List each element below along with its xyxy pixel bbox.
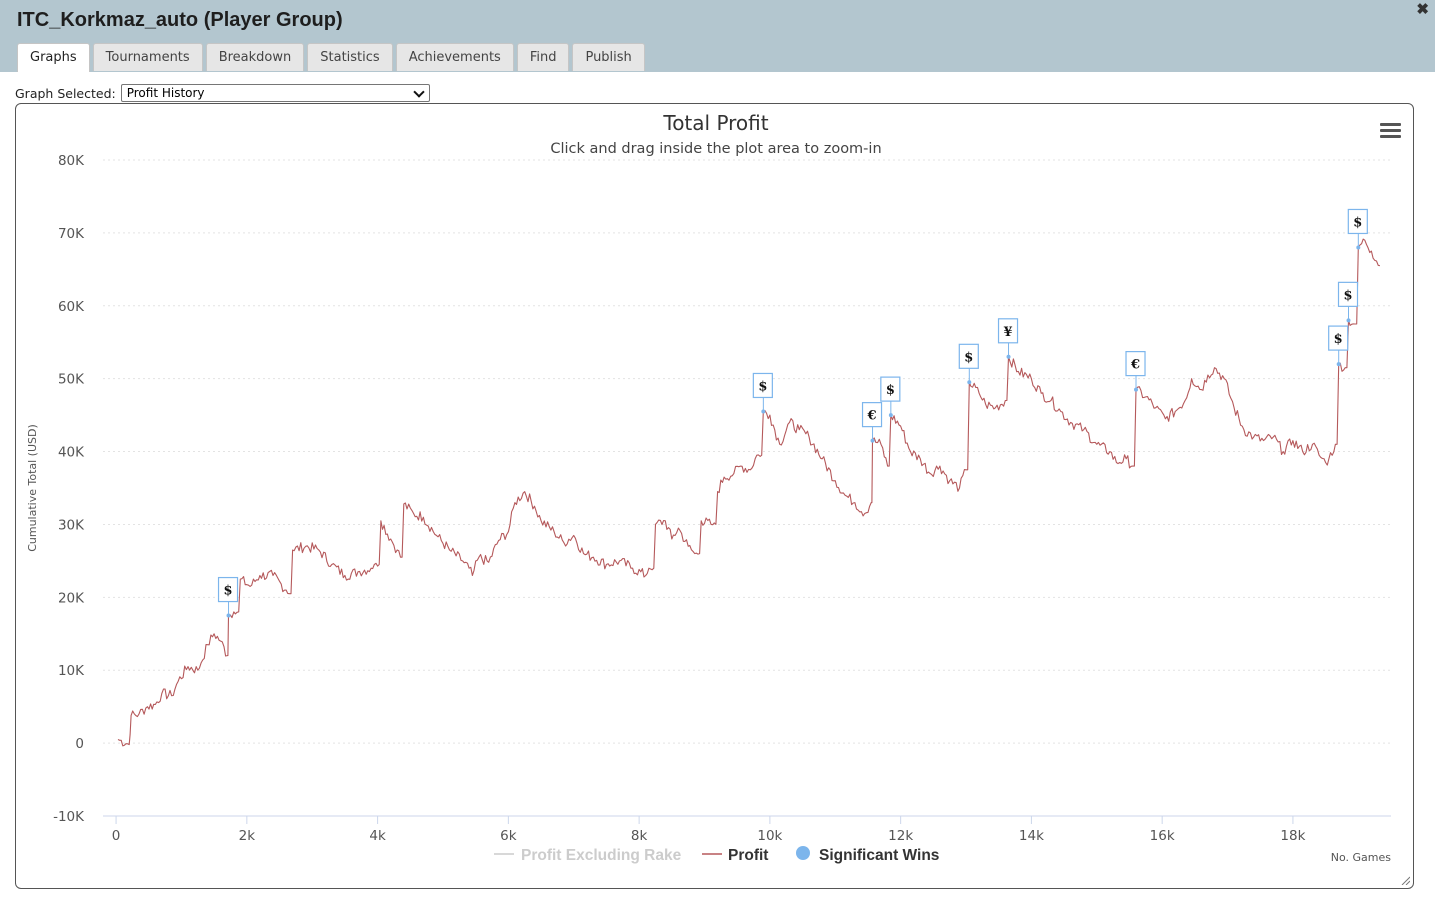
significant-win-point[interactable] xyxy=(1006,354,1011,359)
tab-publish[interactable]: Publish xyxy=(572,43,645,71)
significant-win-point[interactable] xyxy=(761,409,766,414)
significant-win-flag[interactable] xyxy=(880,376,901,402)
graph-selector-label: Graph Selected: xyxy=(15,85,116,101)
x-tick-label: 8k xyxy=(631,828,648,844)
tab-tournaments[interactable]: Tournaments xyxy=(92,43,203,71)
legend-significant-wins[interactable]: Significant Wins xyxy=(819,847,939,864)
significant-win-symbol: $ xyxy=(886,383,895,398)
significant-win-symbol: $ xyxy=(1343,288,1352,303)
y-tick-label: 50K xyxy=(58,372,85,388)
chart-subtitle: Click and drag inside the plot area to z… xyxy=(550,141,881,157)
significant-win-point[interactable] xyxy=(870,438,875,443)
chart-title: Total Profit xyxy=(662,111,768,135)
graph-selector-row: Graph Selected: Profit History xyxy=(15,84,430,102)
significant-win-flag[interactable] xyxy=(752,372,773,399)
window-titlebar: ITC_Korkmaz_auto (Player Group) ✖ Graphs… xyxy=(0,0,1435,72)
significant-win-point[interactable] xyxy=(1356,245,1361,250)
significant-win-symbol: $ xyxy=(1353,215,1362,230)
tab-breakdown[interactable]: Breakdown xyxy=(205,43,305,71)
x-axis-title: No. Games xyxy=(1331,851,1392,864)
significant-win-symbol: $ xyxy=(964,350,973,365)
significant-win-symbol: $ xyxy=(1334,332,1343,347)
y-tick-label: 70K xyxy=(58,226,85,242)
x-tick-label: 12k xyxy=(888,828,913,844)
significant-win-point[interactable] xyxy=(967,380,972,385)
x-tick-label: 2k xyxy=(239,828,256,844)
significant-win-flag[interactable] xyxy=(1337,281,1359,307)
tab-achievements[interactable]: Achievements xyxy=(395,43,514,71)
profit-series-line[interactable] xyxy=(117,238,1381,747)
significant-win-symbol: $ xyxy=(224,584,233,599)
x-tick-label: 6k xyxy=(500,828,517,844)
significant-win-point[interactable] xyxy=(1346,318,1351,323)
significant-win-symbol: € xyxy=(867,409,877,424)
x-tick-label: 0 xyxy=(112,828,121,844)
tab-statistics[interactable]: Statistics xyxy=(307,43,393,71)
significant-win-point[interactable] xyxy=(1336,362,1341,367)
legend-symbol-significant-wins xyxy=(796,846,810,860)
graph-selector-value: Profit History xyxy=(126,86,205,100)
significant-win-flag[interactable] xyxy=(1125,351,1146,377)
y-tick-label: 60K xyxy=(58,299,85,315)
significant-win-flag[interactable] xyxy=(861,402,883,428)
significant-win-point[interactable] xyxy=(888,413,893,418)
close-icon[interactable]: ✖ xyxy=(1416,1,1429,18)
window-title: ITC_Korkmaz_auto (Player Group) xyxy=(17,9,343,31)
chart-container[interactable]: Total Profit Click and drag inside the pl… xyxy=(15,103,1414,889)
y-tick-label: 40K xyxy=(58,445,85,461)
x-tick-label: 14k xyxy=(1019,828,1044,844)
x-tick-label: 4k xyxy=(369,828,386,844)
menu-icon-bar xyxy=(1380,123,1401,126)
y-tick-label: -10K xyxy=(53,809,85,825)
menu-icon-bar xyxy=(1380,135,1401,138)
significant-win-flag[interactable] xyxy=(1328,325,1349,351)
significant-win-symbol: € xyxy=(1130,358,1140,373)
significant-win-flag[interactable] xyxy=(1347,208,1368,235)
x-tick-label: 16k xyxy=(1150,828,1175,844)
significant-win-symbol: ¥ xyxy=(1003,325,1012,340)
significant-win-point[interactable] xyxy=(226,613,231,618)
y-tick-label: 30K xyxy=(58,517,85,533)
x-tick-label: 18k xyxy=(1280,828,1305,844)
significant-win-flag[interactable] xyxy=(997,318,1019,344)
menu-icon-bar xyxy=(1380,129,1401,132)
tab-find[interactable]: Find xyxy=(516,43,570,71)
chart-menu-icon[interactable] xyxy=(1376,118,1405,140)
significant-win-point[interactable] xyxy=(1134,387,1139,392)
y-tick-label: 0 xyxy=(75,736,84,752)
significant-win-symbol: $ xyxy=(758,379,767,394)
y-tick-label: 20K xyxy=(58,590,85,606)
significant-win-flag[interactable] xyxy=(217,576,239,603)
tab-graphs[interactable]: Graphs xyxy=(17,43,90,72)
legend-profit-excluding-rake[interactable]: Profit Excluding Rake xyxy=(521,847,682,864)
graph-selector-dropdown[interactable]: Profit History xyxy=(120,84,430,102)
y-tick-label: 80K xyxy=(58,153,85,169)
tab-bar: Graphs Tournaments Breakdown Statistics … xyxy=(17,43,648,72)
profit-chart[interactable]: Total Profit Click and drag inside the pl… xyxy=(16,104,1413,888)
y-axis-title: Cumulative Total (USD) xyxy=(26,424,39,552)
significant-win-flag[interactable] xyxy=(958,343,979,369)
y-tick-label: 10K xyxy=(58,663,85,679)
resize-handle-icon[interactable] xyxy=(1400,875,1410,885)
x-tick-label: 10k xyxy=(757,828,782,844)
chevron-down-icon xyxy=(413,86,425,98)
legend-profit[interactable]: Profit xyxy=(728,847,768,864)
